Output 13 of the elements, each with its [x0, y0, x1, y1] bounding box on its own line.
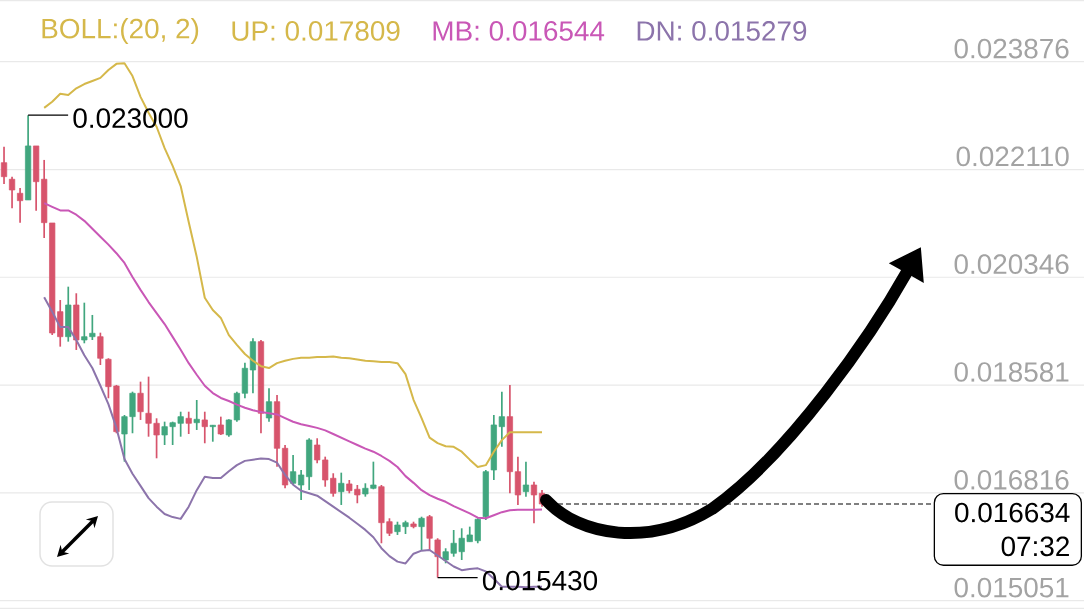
- annotation: 07:32: [1001, 536, 1069, 557]
- y-tick-label: 0.016816: [954, 469, 1069, 490]
- annotation: 0.016634: [955, 502, 1070, 523]
- legend-title: BOLL:(20, 2): [42, 18, 199, 44]
- text: MB: 0.016544: [433, 21, 605, 41]
- y-tick-label: 0.023876: [954, 38, 1069, 59]
- y-tick-label: 0.015051: [954, 577, 1069, 598]
- y-tick-label: 0.020346: [954, 254, 1069, 275]
- y-tick-label: 0.018581: [954, 362, 1069, 382]
- text: DN: 0.015279: [637, 21, 807, 41]
- annotation: 0.015430: [482, 570, 598, 591]
- text: UP: 0.017809: [232, 21, 400, 41]
- y-tick-label: 0.022110: [956, 146, 1069, 167]
